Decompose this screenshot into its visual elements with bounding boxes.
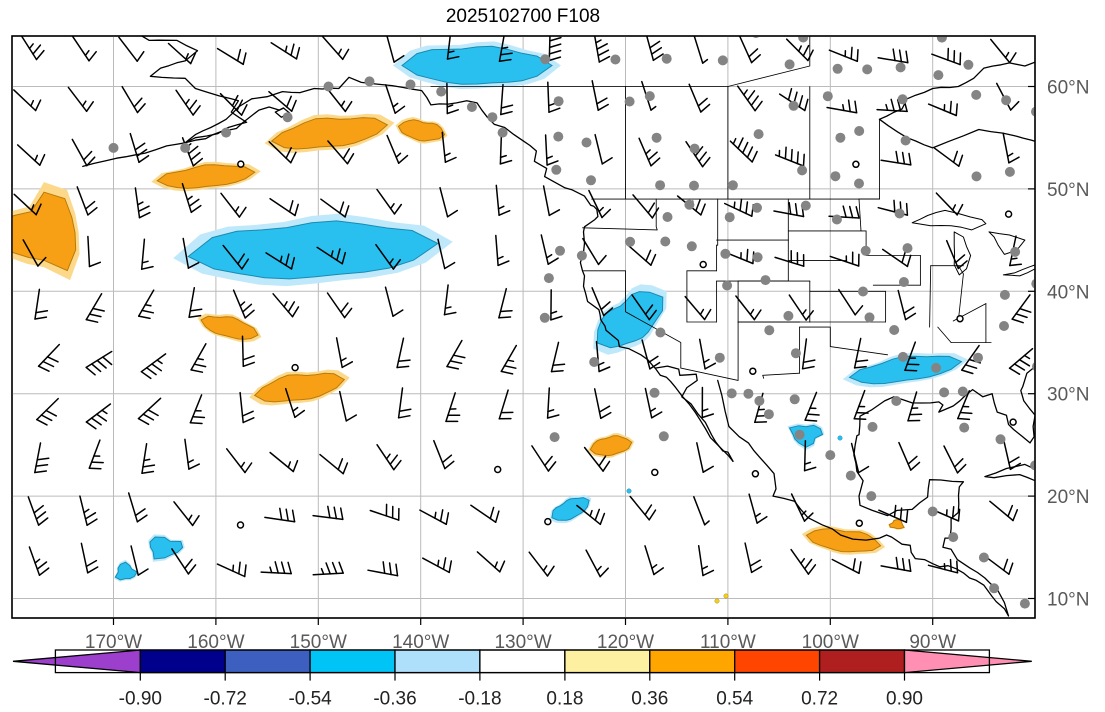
svg-text:60°N: 60°N xyxy=(1047,78,1089,99)
svg-text:-0.72: -0.72 xyxy=(204,689,247,710)
svg-text:10°N: 10°N xyxy=(1047,590,1089,611)
svg-text:-0.18: -0.18 xyxy=(458,689,501,710)
svg-text:0.36: 0.36 xyxy=(631,689,668,710)
svg-text:0.18: 0.18 xyxy=(546,689,583,710)
svg-text:2025102700 F108: 2025102700 F108 xyxy=(446,6,600,27)
svg-text:20°N: 20°N xyxy=(1047,487,1089,508)
svg-text:40°N: 40°N xyxy=(1047,282,1089,303)
svg-text:0.72: 0.72 xyxy=(801,689,838,710)
svg-text:-0.36: -0.36 xyxy=(373,689,416,710)
svg-text:0.54: 0.54 xyxy=(716,689,753,710)
svg-text:-0.54: -0.54 xyxy=(288,689,332,710)
svg-text:-0.90: -0.90 xyxy=(119,689,162,710)
svg-text:30°N: 30°N xyxy=(1047,385,1089,406)
svg-text:0.90: 0.90 xyxy=(886,689,923,710)
svg-text:50°N: 50°N xyxy=(1047,180,1089,201)
